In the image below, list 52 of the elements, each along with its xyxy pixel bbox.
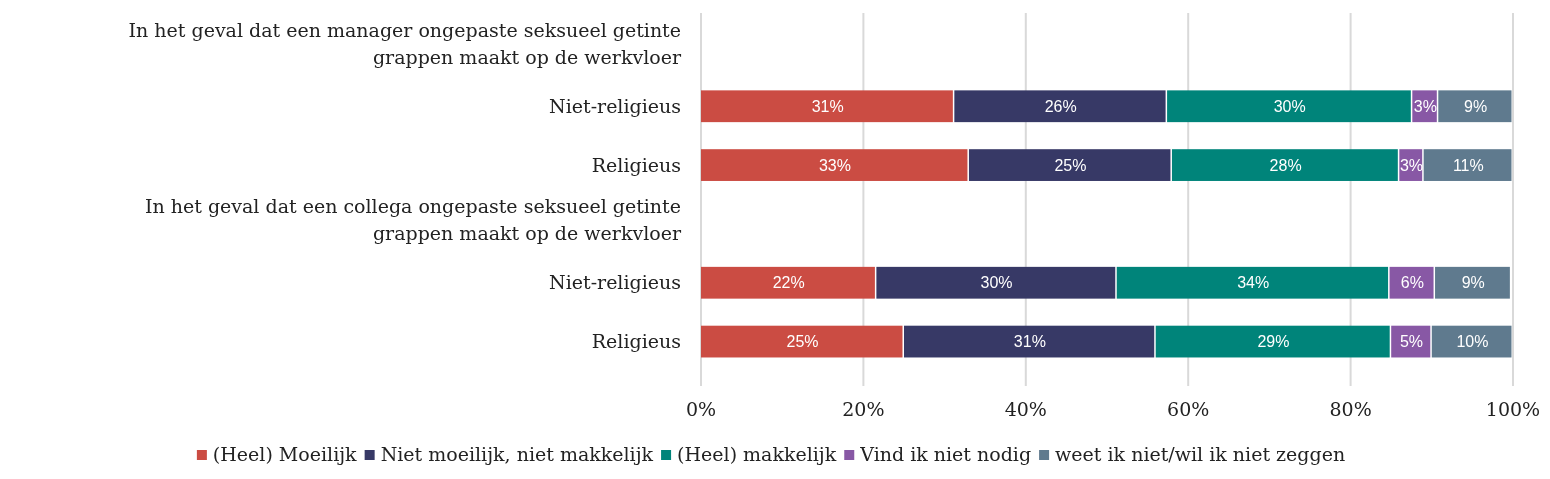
bar [701, 325, 903, 358]
bar [968, 149, 1171, 181]
bar [876, 266, 1116, 299]
y-tick-label: In het geval dat een manager ongepaste seksueel getinte grappen maakt op de werkvloer [128, 18, 682, 68]
y-tick-label: Religieus [591, 330, 681, 353]
bar [1438, 90, 1512, 123]
data-label: 29% [1257, 333, 1290, 351]
x-tick-label: 60% [1167, 398, 1210, 420]
bar [1171, 149, 1398, 181]
data-label: 33% [818, 156, 851, 174]
data-label: 5% [1399, 333, 1424, 351]
y-tick-label: Niet-religieus [549, 271, 681, 294]
y-tick-label: In het geval dat een collega ongepaste seksueel getinte grappen maakt op de werkvloer [144, 195, 682, 245]
bar [1431, 325, 1512, 358]
legend-label: (Heel) Moeilijk [212, 443, 358, 465]
data-label: 34% [1237, 274, 1270, 292]
legend-label: weet ik niet/wil ik niet zeggen [1055, 443, 1346, 465]
data-label: 25% [786, 333, 819, 351]
bar [701, 90, 953, 123]
bar [954, 90, 1166, 123]
x-tick-label: 100% [1485, 398, 1541, 420]
data-label: 10% [1456, 333, 1489, 351]
data-label: 6% [1400, 274, 1424, 292]
data-label: 11% [1452, 156, 1484, 174]
data-label: 3% [1413, 97, 1437, 115]
data-label: 9% [1461, 274, 1485, 292]
x-tick-label: 0% [685, 398, 717, 420]
y-tick-label: Niet-religieus [549, 94, 681, 117]
bar [701, 266, 875, 299]
bar [904, 325, 1155, 358]
x-tick-label: 20% [842, 398, 885, 420]
bar [1116, 266, 1389, 299]
data-label: 31% [1013, 333, 1046, 351]
data-label: 30% [980, 274, 1013, 292]
x-tick-label: 80% [1329, 398, 1372, 420]
legend-label: Niet moeilijk, niet makkelijk [380, 443, 654, 465]
data-label: 28% [1269, 156, 1302, 174]
y-tick-label: Religieus [591, 153, 681, 176]
data-label: 22% [772, 274, 805, 292]
data-label: 31% [811, 97, 844, 115]
bar [1435, 266, 1510, 299]
bar [1167, 90, 1411, 123]
legend-label: (Heel) makkelijk [677, 443, 837, 465]
data-label: 9% [1464, 97, 1488, 115]
x-tick-label: 40% [1004, 398, 1047, 420]
data-label: 30% [1273, 97, 1306, 115]
bar [701, 149, 968, 181]
data-label: 26% [1044, 97, 1077, 115]
bar [1155, 325, 1390, 358]
data-label: 25% [1054, 156, 1087, 174]
legend-label: Vind ik niet nodig [859, 443, 1032, 465]
bar [1423, 149, 1512, 181]
